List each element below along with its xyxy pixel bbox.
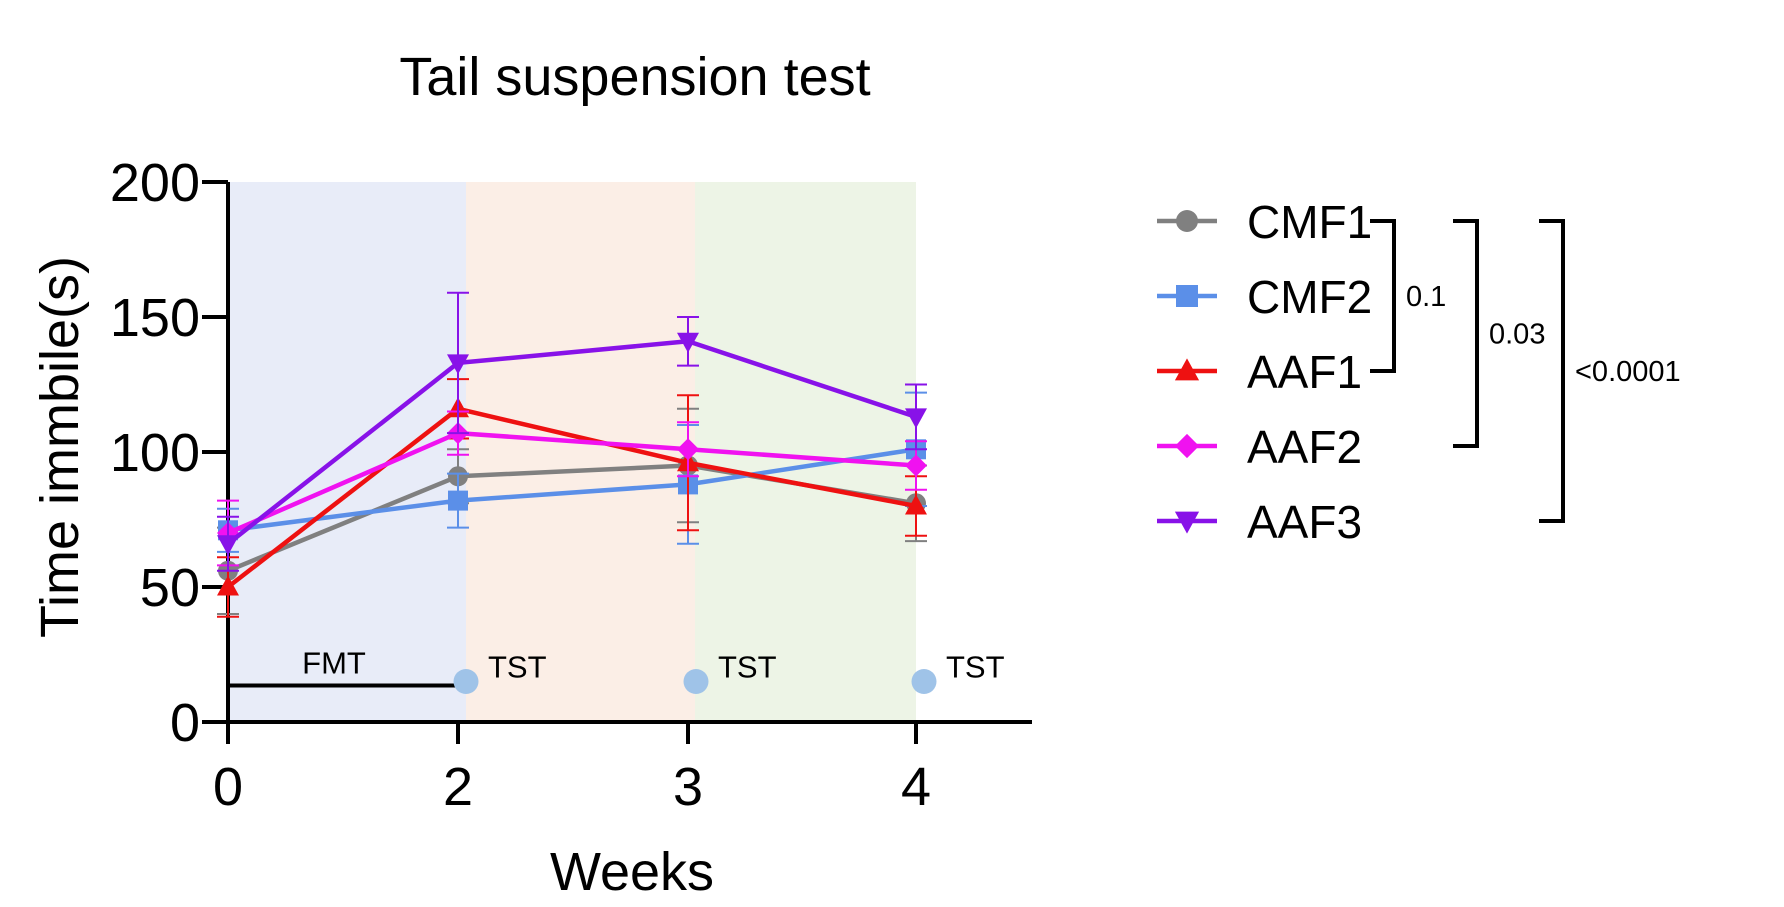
x-axis-label: Weeks [550, 842, 714, 902]
legend-label-aaf3: AAF3 [1247, 496, 1362, 548]
legend-marker-cmf2 [1176, 285, 1198, 307]
legend-item-aaf2: AAF2 [1157, 421, 1362, 473]
bracket-line-1 [1370, 219, 1396, 373]
bracket-line-2 [1453, 219, 1479, 448]
x-tick-label-0: 0 [213, 757, 243, 817]
point-aaf1-week-0 [217, 575, 239, 596]
legend-label-aaf2: AAF2 [1247, 421, 1362, 473]
bracket-line-3 [1539, 219, 1565, 523]
fmt-label: FMT [302, 646, 366, 681]
series-line-aaf2 [227, 430, 917, 536]
tst-dot-week-4 [911, 669, 937, 694]
significance-bracket-3: <0.0001 [1539, 219, 1681, 523]
significance-brackets: 0.1 0.03 <0.0001 [1370, 219, 1681, 523]
tst-label-week-2: TST [488, 650, 547, 685]
tst-label-week-4: TST [946, 650, 1005, 685]
point-aaf3-week-0 [217, 535, 239, 556]
legend-marker-aaf1 [1174, 358, 1200, 381]
p-value-label-3: <0.0001 [1575, 356, 1681, 388]
legend: CMF1 CMF2 AAF1 AAF2 AAF3 [1157, 196, 1372, 548]
point-aaf3-week-3 [677, 332, 699, 353]
tst-label-week-3: TST [718, 650, 777, 685]
legend-item-aaf3: AAF3 [1157, 496, 1362, 548]
significance-bracket-1: 0.1 [1370, 219, 1446, 373]
point-aaf2-week-3 [677, 438, 699, 461]
p-value-label-2: 0.03 [1489, 319, 1545, 351]
tst-dot-week-3 [683, 669, 709, 694]
y-tick-label-150: 150 [110, 288, 200, 348]
x-tick-label-2: 2 [443, 757, 473, 817]
point-aaf1-week-4 [905, 494, 927, 515]
tst-dot-week-2 [453, 669, 479, 694]
y-tick-label-0: 0 [170, 693, 200, 753]
point-cmf2-week-2 [448, 490, 468, 511]
legend-label-cmf2: CMF2 [1247, 271, 1372, 323]
legend-item-aaf1: AAF1 [1157, 346, 1362, 398]
chart-title: Tail suspension test [399, 47, 870, 107]
y-tick-label-50: 50 [140, 558, 200, 618]
legend-marker-aaf2 [1174, 433, 1200, 459]
legend-item-cmf2: CMF2 [1157, 271, 1372, 323]
point-aaf2-week-4 [905, 454, 927, 477]
series-aaf3 [217, 291, 927, 572]
background-band-period-2 [466, 182, 695, 722]
plot-area: 0 50 100 150 200 0 2 3 4 FMT TST TST TST [110, 153, 1032, 817]
series-line-aaf3 [226, 339, 917, 546]
x-tick-label-4: 4 [901, 757, 931, 817]
y-tick-label-100: 100 [110, 423, 200, 483]
series-line-aaf1 [226, 406, 917, 589]
point-aaf3-week-2 [447, 354, 469, 375]
legend-label-cmf1: CMF1 [1247, 196, 1372, 248]
x-tick-label-3: 3 [673, 757, 703, 817]
legend-item-cmf1: CMF1 [1157, 196, 1372, 248]
y-tick-label-200: 200 [110, 153, 200, 213]
p-value-label-1: 0.1 [1406, 281, 1446, 313]
legend-marker-aaf3 [1174, 511, 1200, 534]
legend-marker-cmf1 [1176, 210, 1198, 232]
point-aaf3-week-4 [905, 408, 927, 429]
significance-bracket-2: 0.03 [1453, 219, 1545, 448]
series-line-cmf2 [227, 447, 917, 533]
legend-label-aaf1: AAF1 [1247, 346, 1362, 398]
y-axis-label: Time immbile(s) [30, 256, 90, 638]
